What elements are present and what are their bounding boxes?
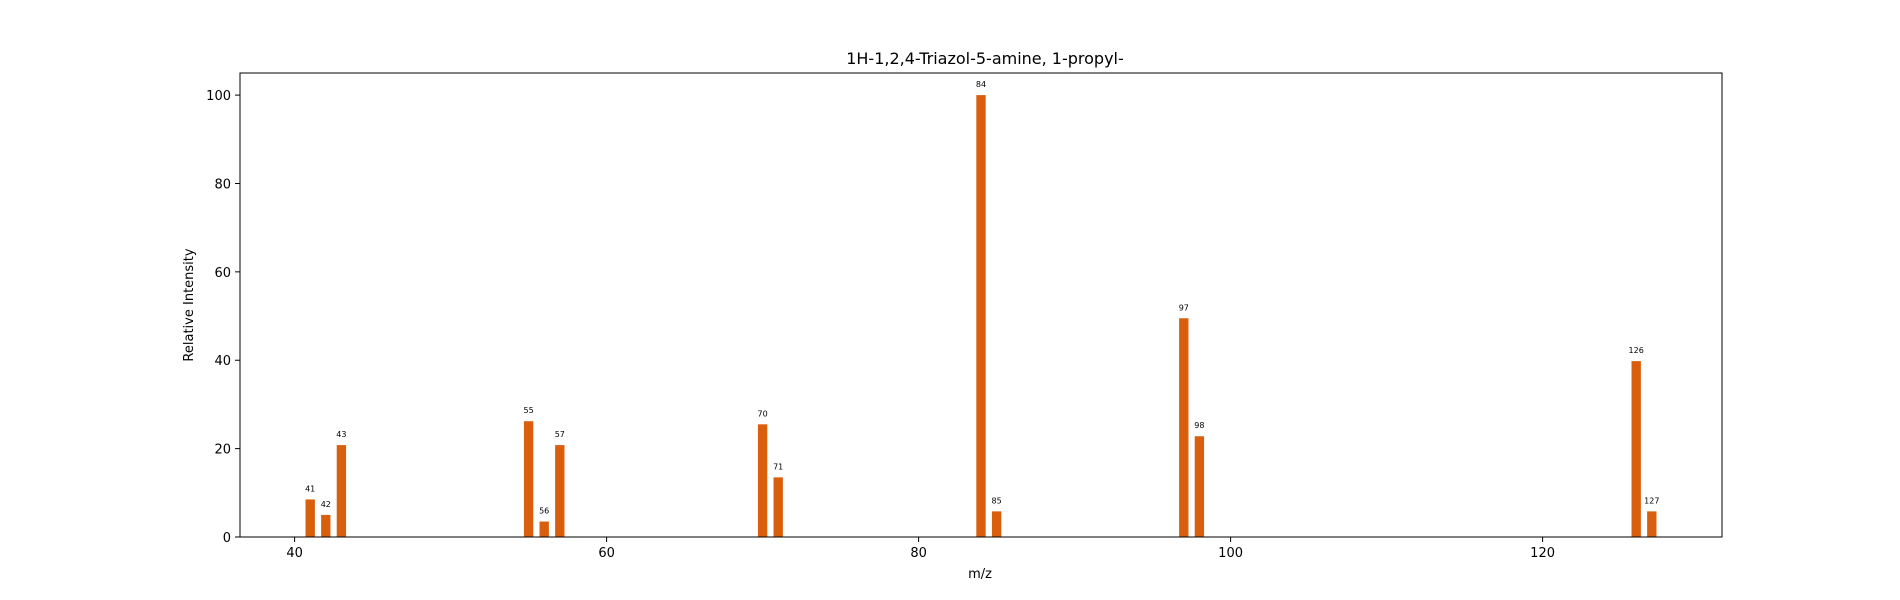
- x-tick-label: 120: [1530, 546, 1555, 561]
- bar-label-97: 97: [1179, 303, 1189, 312]
- bar-label-84: 84: [976, 80, 986, 89]
- bar-41: [305, 499, 315, 537]
- x-tick-label: 80: [910, 546, 927, 561]
- plot-frame: [239, 72, 1723, 538]
- y-axis-label: Relative Intensity: [182, 248, 197, 361]
- bar-label-43: 43: [336, 430, 346, 439]
- y-axis-ticks: 0 20 40 60 80 100: [206, 89, 240, 546]
- bar-98: [1194, 436, 1205, 537]
- bar-label-127: 127: [1644, 496, 1659, 505]
- bar-43: [336, 445, 347, 537]
- bar-labels-group: 41 42 43 55 56 57 70 71 84 85 97 98 126 127: [305, 80, 1659, 515]
- bar-84: [976, 95, 986, 537]
- bar-label-55: 55: [524, 406, 534, 415]
- x-axis-ticks: 40 60 80 100 120: [286, 537, 1555, 561]
- y-tick-label: 80: [214, 177, 231, 192]
- bar-126: [1631, 361, 1641, 537]
- x-tick-label: 60: [598, 546, 615, 561]
- y-tick-label: 0: [223, 531, 231, 546]
- y-tick-label: 100: [206, 89, 231, 104]
- bar-71: [773, 477, 783, 537]
- bar-97: [1179, 318, 1189, 537]
- bar-57: [555, 445, 565, 537]
- bar-label-41: 41: [305, 484, 315, 493]
- bar-127: [1647, 511, 1657, 537]
- y-tick-label: 20: [214, 443, 231, 458]
- x-tick-label: 40: [286, 546, 303, 561]
- y-tick-label: 40: [214, 354, 231, 369]
- bar-56: [539, 521, 549, 537]
- chart-title: 1H-1,2,4-Triazol-5-amine, 1-propyl-: [846, 49, 1124, 68]
- bar-label-126: 126: [1629, 346, 1644, 355]
- bar-label-70: 70: [758, 409, 768, 418]
- bar-85: [991, 511, 1002, 537]
- bar-55: [523, 421, 534, 537]
- y-tick-label: 60: [214, 266, 231, 281]
- bar-label-98: 98: [1194, 421, 1204, 430]
- bars-group: [305, 95, 1657, 537]
- bar-label-71: 71: [773, 462, 783, 471]
- x-axis-label: m/z: [968, 567, 992, 582]
- bar-label-56: 56: [539, 507, 549, 516]
- bar-42: [321, 514, 331, 537]
- bar-label-42: 42: [321, 500, 331, 509]
- bar-label-57: 57: [555, 430, 565, 439]
- bar-label-85: 85: [992, 496, 1002, 505]
- bar-70: [757, 424, 768, 537]
- x-tick-label: 100: [1218, 546, 1243, 561]
